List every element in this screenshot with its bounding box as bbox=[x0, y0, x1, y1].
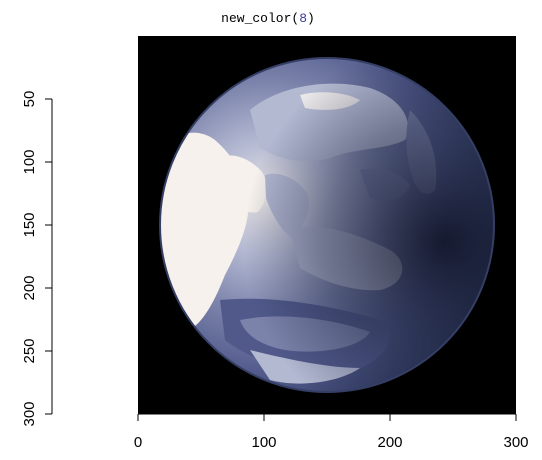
x-axis: 0 100 200 300 bbox=[134, 413, 529, 451]
y-axis: 50 100 150 200 250 300 bbox=[21, 91, 53, 427]
globe-night-shade bbox=[160, 58, 494, 392]
x-tick-label: 200 bbox=[377, 434, 402, 451]
x-tick-label: 100 bbox=[251, 434, 276, 451]
y-tick-label: 300 bbox=[21, 401, 38, 426]
chart-title: new_color(8) bbox=[221, 11, 315, 26]
globe-limb bbox=[159, 57, 495, 393]
y-tick-label: 250 bbox=[21, 338, 38, 363]
y-tick-label: 50 bbox=[21, 91, 38, 108]
x-tick-label: 0 bbox=[134, 434, 142, 451]
earth-globe bbox=[159, 57, 495, 393]
y-tick-label: 100 bbox=[21, 149, 38, 174]
y-tick-label: 150 bbox=[21, 212, 38, 237]
y-tick-label: 200 bbox=[21, 275, 38, 300]
x-tick-label: 300 bbox=[503, 434, 528, 451]
